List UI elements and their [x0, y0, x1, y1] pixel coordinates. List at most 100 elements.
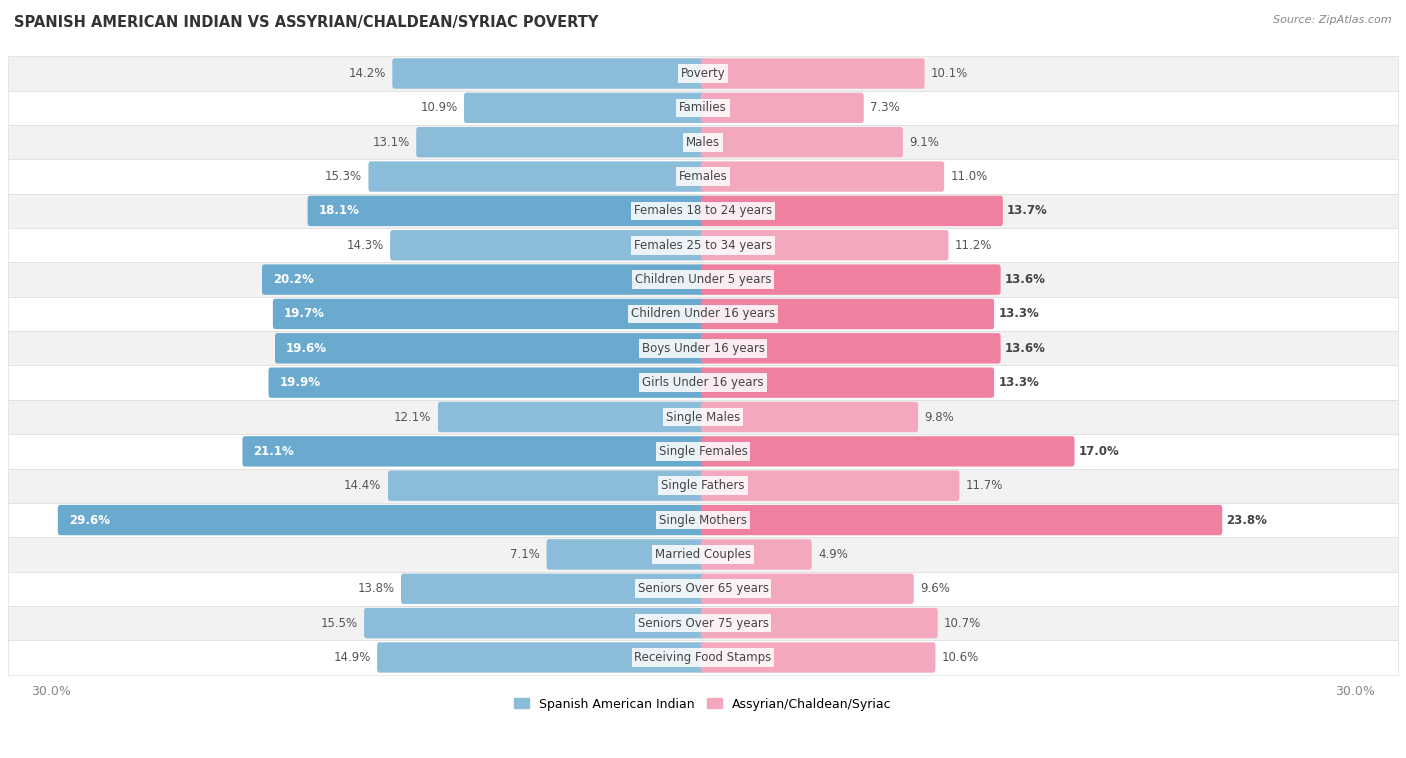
Text: 19.6%: 19.6%	[285, 342, 328, 355]
FancyBboxPatch shape	[269, 368, 706, 398]
Bar	[8, 228, 1398, 262]
Text: Single Males: Single Males	[666, 411, 740, 424]
Text: 10.1%: 10.1%	[931, 67, 969, 80]
FancyBboxPatch shape	[262, 265, 706, 295]
Text: 13.3%: 13.3%	[998, 376, 1039, 389]
Text: 13.7%: 13.7%	[1007, 205, 1047, 218]
FancyBboxPatch shape	[700, 402, 918, 432]
Text: Single Fathers: Single Fathers	[661, 479, 745, 492]
Text: 9.8%: 9.8%	[925, 411, 955, 424]
FancyBboxPatch shape	[700, 539, 811, 569]
Text: 9.6%: 9.6%	[920, 582, 950, 595]
Bar	[8, 331, 1398, 365]
FancyBboxPatch shape	[401, 574, 706, 604]
Text: 14.9%: 14.9%	[333, 651, 371, 664]
FancyBboxPatch shape	[700, 230, 949, 261]
Text: 14.2%: 14.2%	[349, 67, 385, 80]
Bar	[8, 125, 1398, 159]
Bar	[8, 194, 1398, 228]
FancyBboxPatch shape	[464, 92, 706, 123]
Text: 13.8%: 13.8%	[357, 582, 395, 595]
Text: 19.7%: 19.7%	[284, 308, 325, 321]
Text: Single Mothers: Single Mothers	[659, 514, 747, 527]
FancyBboxPatch shape	[700, 196, 1002, 226]
Text: Married Couples: Married Couples	[655, 548, 751, 561]
Text: 10.6%: 10.6%	[942, 651, 979, 664]
Text: 13.3%: 13.3%	[998, 308, 1039, 321]
Text: Seniors Over 65 years: Seniors Over 65 years	[637, 582, 769, 595]
FancyBboxPatch shape	[308, 196, 706, 226]
FancyBboxPatch shape	[700, 436, 1074, 466]
FancyBboxPatch shape	[276, 333, 706, 364]
Text: 11.2%: 11.2%	[955, 239, 993, 252]
FancyBboxPatch shape	[700, 505, 1222, 535]
Text: Females: Females	[679, 170, 727, 183]
Text: Seniors Over 75 years: Seniors Over 75 years	[637, 616, 769, 630]
Text: 14.3%: 14.3%	[346, 239, 384, 252]
FancyBboxPatch shape	[416, 127, 706, 158]
FancyBboxPatch shape	[364, 608, 706, 638]
Legend: Spanish American Indian, Assyrian/Chaldean/Syriac: Spanish American Indian, Assyrian/Chalde…	[509, 693, 897, 716]
Text: Children Under 5 years: Children Under 5 years	[634, 273, 772, 286]
Text: 15.5%: 15.5%	[321, 616, 357, 630]
Bar	[8, 641, 1398, 675]
FancyBboxPatch shape	[700, 299, 994, 329]
Text: 23.8%: 23.8%	[1226, 514, 1267, 527]
FancyBboxPatch shape	[700, 574, 914, 604]
Text: 7.3%: 7.3%	[870, 102, 900, 114]
Bar	[8, 537, 1398, 572]
FancyBboxPatch shape	[700, 608, 938, 638]
Text: 14.4%: 14.4%	[344, 479, 381, 492]
Text: 15.3%: 15.3%	[325, 170, 361, 183]
Text: 10.7%: 10.7%	[943, 616, 981, 630]
FancyBboxPatch shape	[700, 58, 925, 89]
Bar	[8, 365, 1398, 399]
Text: Boys Under 16 years: Boys Under 16 years	[641, 342, 765, 355]
Text: 13.6%: 13.6%	[1005, 342, 1046, 355]
FancyBboxPatch shape	[389, 230, 706, 261]
Text: Girls Under 16 years: Girls Under 16 years	[643, 376, 763, 389]
FancyBboxPatch shape	[700, 471, 959, 501]
Bar	[8, 503, 1398, 537]
Bar	[8, 297, 1398, 331]
FancyBboxPatch shape	[388, 471, 706, 501]
Text: 7.1%: 7.1%	[510, 548, 540, 561]
FancyBboxPatch shape	[242, 436, 706, 466]
FancyBboxPatch shape	[368, 161, 706, 192]
Text: 12.1%: 12.1%	[394, 411, 432, 424]
Text: 21.1%: 21.1%	[253, 445, 294, 458]
Bar	[8, 468, 1398, 503]
Text: 11.7%: 11.7%	[966, 479, 1004, 492]
Text: Poverty: Poverty	[681, 67, 725, 80]
FancyBboxPatch shape	[700, 265, 1001, 295]
Text: Females 18 to 24 years: Females 18 to 24 years	[634, 205, 772, 218]
FancyBboxPatch shape	[377, 642, 706, 672]
FancyBboxPatch shape	[547, 539, 706, 569]
FancyBboxPatch shape	[273, 299, 706, 329]
Text: Single Females: Single Females	[658, 445, 748, 458]
Text: 29.6%: 29.6%	[69, 514, 110, 527]
Text: Children Under 16 years: Children Under 16 years	[631, 308, 775, 321]
Text: SPANISH AMERICAN INDIAN VS ASSYRIAN/CHALDEAN/SYRIAC POVERTY: SPANISH AMERICAN INDIAN VS ASSYRIAN/CHAL…	[14, 15, 599, 30]
Bar	[8, 262, 1398, 297]
FancyBboxPatch shape	[700, 642, 935, 672]
Text: Receiving Food Stamps: Receiving Food Stamps	[634, 651, 772, 664]
Text: 20.2%: 20.2%	[273, 273, 314, 286]
FancyBboxPatch shape	[700, 92, 863, 123]
FancyBboxPatch shape	[58, 505, 706, 535]
Text: 10.9%: 10.9%	[420, 102, 457, 114]
Text: 18.1%: 18.1%	[319, 205, 360, 218]
Text: 17.0%: 17.0%	[1078, 445, 1119, 458]
Bar	[8, 56, 1398, 91]
FancyBboxPatch shape	[437, 402, 706, 432]
Text: 11.0%: 11.0%	[950, 170, 988, 183]
Text: 19.9%: 19.9%	[280, 376, 321, 389]
FancyBboxPatch shape	[700, 333, 1001, 364]
Bar	[8, 434, 1398, 468]
Bar	[8, 91, 1398, 125]
FancyBboxPatch shape	[700, 368, 994, 398]
Text: 4.9%: 4.9%	[818, 548, 848, 561]
FancyBboxPatch shape	[700, 127, 903, 158]
Text: Males: Males	[686, 136, 720, 149]
Text: Females 25 to 34 years: Females 25 to 34 years	[634, 239, 772, 252]
